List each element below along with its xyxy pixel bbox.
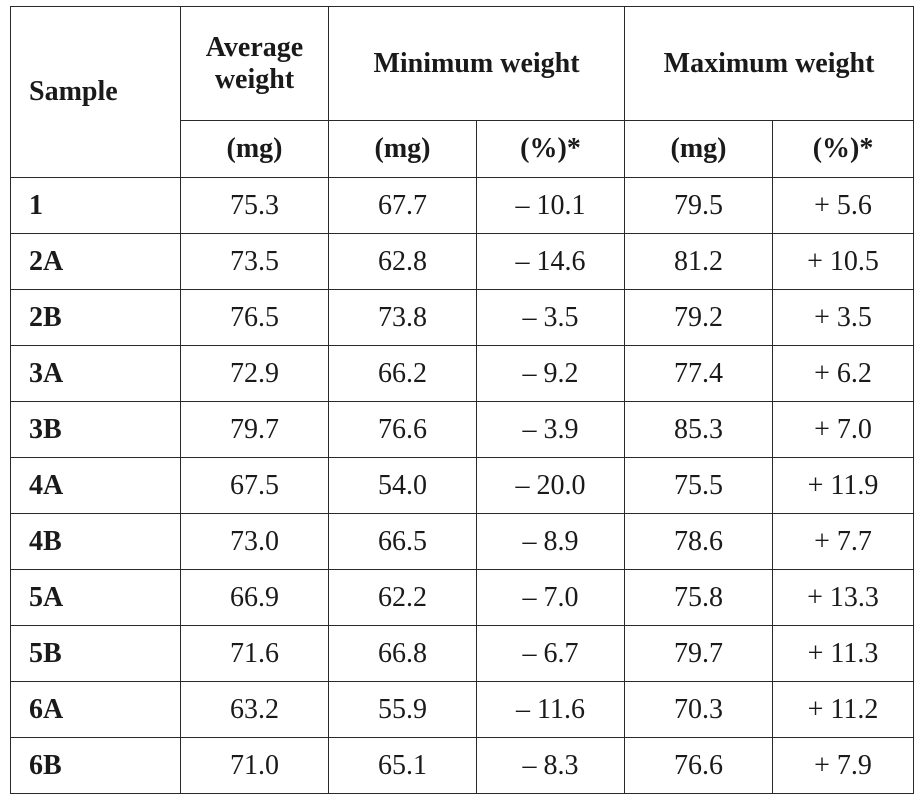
sample-cell: 5B [10,625,181,682]
unit-average-mg: (mg) [180,120,329,178]
minimum-mg-cell: 66.2 [328,345,477,402]
maximum-pct-cell: + 13.3 [772,569,915,626]
maximum-mg-cell: 79.5 [624,177,774,234]
unit-maximum-mg: (mg) [624,120,774,178]
minimum-mg-cell: 54.0 [328,457,477,514]
minimum-mg-cell: 73.8 [328,289,477,346]
unit-minimum-mg: (mg) [328,120,477,178]
sample-cell: 2B [10,289,181,346]
maximum-mg-cell: 76.6 [624,737,774,794]
minimum-mg-cell: 62.2 [328,569,477,626]
maximum-pct-cell: + 7.0 [772,401,915,458]
average-weight-cell: 79.7 [180,401,329,458]
average-weight-cell: 76.5 [180,289,329,346]
minimum-pct-cell: – 20.0 [475,457,626,514]
average-weight-cell: 73.0 [180,513,329,570]
sample-cell: 3A [10,345,181,402]
average-weight-cell: 72.9 [180,345,329,402]
sample-cell: 4B [10,513,181,570]
minimum-pct-cell: – 8.3 [475,737,626,794]
maximum-pct-cell: + 5.6 [772,177,915,234]
unit-minimum-pct: (%)* [475,120,626,178]
minimum-mg-cell: 66.5 [328,513,477,570]
average-weight-cell: 66.9 [180,569,329,626]
header-sample: Sample [10,6,181,178]
table-row: 4B 73.0 66.5– 8.9 78.6 + 7.7 [10,513,915,570]
maximum-mg-cell: 85.3 [624,401,774,458]
unit-maximum-pct: (%)* [772,120,915,178]
sample-cell: 1 [10,177,181,234]
maximum-pct-cell: + 3.5 [772,289,915,346]
maximum-mg-cell: 79.7 [624,625,774,682]
maximum-pct-cell: + 11.9 [772,457,915,514]
table-row: 3B 79.7 76.6– 3.9 85.3 + 7.0 [10,401,915,458]
minimum-pct-cell: – 3.9 [475,401,626,458]
table-row: 4A 67.5 54.0– 20.0 75.5 + 11.9 [10,457,915,514]
table-row: 5A 66.9 62.2– 7.0 75.8 + 13.3 [10,569,915,626]
sample-cell: 2A [10,233,181,290]
maximum-mg-cell: 70.3 [624,681,774,738]
table-body: 1 75.3 67.7– 10.1 79.5 + 5.6 2A 73.5 62.8– 14.6… [10,177,915,794]
sample-cell: 4A [10,457,181,514]
minimum-pct-cell: – 8.9 [475,513,626,570]
weight-table: Sample Average weight Minimum weight Max… [10,6,915,794]
table-row: 6A 63.2 55.9– 11.6 70.3 + 11.2 [10,681,915,738]
average-weight-cell: 67.5 [180,457,329,514]
minimum-mg-cell: 62.8 [328,233,477,290]
maximum-pct-cell: + 11.2 [772,681,915,738]
maximum-mg-cell: 75.5 [624,457,774,514]
maximum-mg-cell: 79.2 [624,289,774,346]
average-weight-cell: 71.0 [180,737,329,794]
sample-cell: 6B [10,737,181,794]
sample-cell: 3B [10,401,181,458]
minimum-pct-cell: – 10.1 [475,177,626,234]
minimum-mg-cell: 65.1 [328,737,477,794]
header-average-weight: Average weight [180,6,329,121]
table-row: 2A 73.5 62.8– 14.6 81.2 + 10.5 [10,233,915,290]
header-maximum-weight: Maximum weight [624,6,915,121]
average-weight-cell: 75.3 [180,177,329,234]
table-row: 1 75.3 67.7– 10.1 79.5 + 5.6 [10,177,915,234]
average-weight-cell: 63.2 [180,681,329,738]
minimum-mg-cell: 76.6 [328,401,477,458]
maximum-pct-cell: + 11.3 [772,625,915,682]
maximum-mg-cell: 77.4 [624,345,774,402]
minimum-mg-cell: 66.8 [328,625,477,682]
maximum-mg-cell: 75.8 [624,569,774,626]
table-row: 3A 72.9 66.2– 9.2 77.4 + 6.2 [10,345,915,402]
maximum-pct-cell: + 6.2 [772,345,915,402]
table-row: 5B 71.6 66.8– 6.7 79.7 + 11.3 [10,625,915,682]
minimum-pct-cell: – 11.6 [475,681,626,738]
table-row: 2B 76.5 73.8– 3.5 79.2 + 3.5 [10,289,915,346]
table-row: 6B 71.0 65.1– 8.3 76.6 + 7.9 [10,737,915,794]
header-row: Sample Average weight Minimum weight Max… [10,6,915,178]
minimum-pct-cell: – 3.5 [475,289,626,346]
header-minimum-weight: Minimum weight [327,6,626,121]
sample-cell: 6A [10,681,181,738]
average-weight-cell: 73.5 [180,233,329,290]
minimum-mg-cell: 55.9 [328,681,477,738]
maximum-pct-cell: + 10.5 [772,233,915,290]
maximum-pct-cell: + 7.7 [772,513,915,570]
average-weight-cell: 71.6 [180,625,329,682]
maximum-pct-cell: + 7.9 [772,737,915,794]
minimum-pct-cell: – 14.6 [475,233,626,290]
maximum-mg-cell: 81.2 [624,233,774,290]
minimum-mg-cell: 67.7 [328,177,477,234]
minimum-pct-cell: – 7.0 [475,569,626,626]
maximum-mg-cell: 78.6 [624,513,774,570]
sample-cell: 5A [10,569,181,626]
minimum-pct-cell: – 9.2 [475,345,626,402]
minimum-pct-cell: – 6.7 [475,625,626,682]
